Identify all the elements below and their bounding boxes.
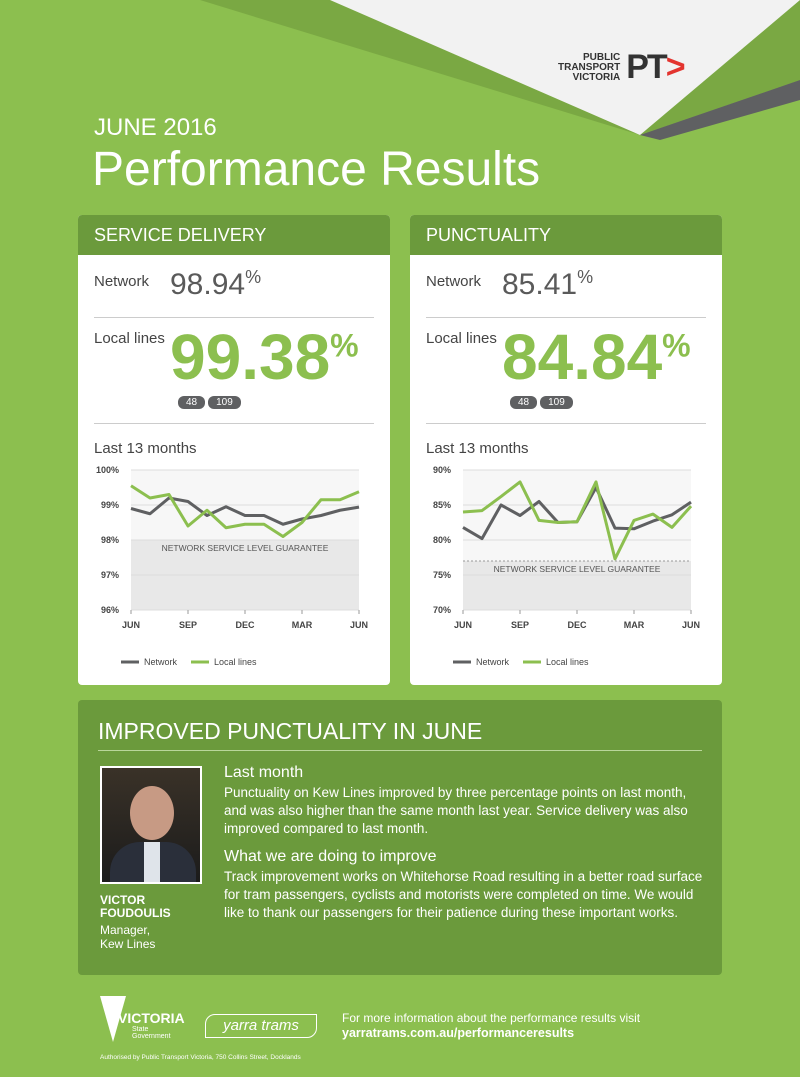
route-badges: 48 109 [178, 392, 244, 410]
service-chart: NETWORK SERVICE LEVEL GUARANTEE 96% 97% 98%… [96, 465, 368, 667]
page-title: Performance Results [92, 143, 541, 196]
punctuality-chart: NETWORK SERVICE LEVEL GUARANTEE 70% 75% 80%… [433, 465, 700, 667]
network-label: Network [94, 273, 150, 290]
chart-label: Last 13 months [426, 440, 529, 457]
guarantee-band [463, 561, 691, 610]
story-heading: IMPROVED PUNCTUALITY IN JUNE [98, 718, 483, 744]
y-tick-label: 90% [433, 465, 451, 475]
guarantee-label: NETWORK SERVICE LEVEL GUARANTEE [162, 543, 329, 553]
y-tick-label: 100% [96, 465, 119, 475]
y-tick-label: 98% [101, 535, 119, 545]
y-tick-label: 85% [433, 500, 451, 510]
x-tick-label: DEC [235, 620, 255, 630]
y-tick-label: 96% [101, 605, 119, 615]
yarra-trams-logo: yarra trams [205, 1014, 317, 1038]
person-role: Manager, Kew Lines [100, 923, 156, 951]
legend-label: Local lines [214, 657, 257, 667]
paragraph-improve: Track improvement works on Whitehorse Ro… [224, 869, 703, 920]
local-value: 84.84% [502, 321, 691, 393]
y-tick-label: 99% [101, 500, 119, 510]
route-badges: 48 109 [510, 392, 576, 410]
legend-label: Network [476, 657, 510, 667]
service-delivery-card: SERVICE DELIVERY Network 98.94% Local li… [78, 215, 390, 685]
x-tick-label: SEP [511, 620, 529, 630]
local-label: Local lines [94, 330, 165, 347]
network-label: Network [426, 273, 482, 290]
ptv-logo: PUBLIC TRANSPORT VICTORIA PT> [558, 48, 686, 86]
legend-label: Network [144, 657, 178, 667]
x-tick-label: DEC [567, 620, 587, 630]
local-label: Local lines [426, 330, 497, 347]
guarantee-label: NETWORK SERVICE LEVEL GUARANTEE [494, 564, 661, 574]
x-tick-label: JUN [682, 620, 700, 630]
y-tick-label: 75% [433, 570, 451, 580]
month: JUNE 2016 [94, 114, 217, 141]
card-heading: PUNCTUALITY [410, 215, 722, 255]
punctuality-card: PUNCTUALITY Network 85.41% Local lines 8… [410, 215, 722, 685]
story-panel: IMPROVED PUNCTUALITY IN JUNE VICTOR FOUDO… [78, 700, 722, 975]
subheading-improve: What we are doing to improve [224, 848, 437, 865]
network-value: 98.94% [170, 267, 262, 301]
x-tick-label: SEP [179, 620, 197, 630]
subheading-last-month: Last month [224, 764, 304, 781]
network-value: 85.41% [502, 267, 594, 301]
y-tick-label: 97% [101, 570, 119, 580]
person-photo [100, 766, 202, 884]
y-tick-label: 80% [433, 535, 451, 545]
x-tick-label: MAR [292, 620, 313, 630]
x-tick-label: JUN [122, 620, 140, 630]
local-value: 99.38% [170, 321, 359, 393]
x-tick-label: MAR [624, 620, 645, 630]
person-name: VICTOR FOUDOULIS [100, 893, 171, 920]
legend-label: Local lines [546, 657, 589, 667]
paragraph-last-month: Punctuality on Kew Lines improved by thr… [224, 785, 688, 836]
chart-label: Last 13 months [94, 440, 197, 457]
header-decoration [200, 0, 800, 140]
footer-info: For more information about the performan… [342, 1011, 641, 1025]
footer-url[interactable]: yarratrams.com.au/performanceresults [342, 1026, 575, 1040]
card-heading: SERVICE DELIVERY [78, 215, 390, 255]
x-tick-label: JUN [454, 620, 472, 630]
authorised-text: Authorised by Public Transport Victoria,… [100, 1054, 301, 1061]
x-tick-label: JUN [350, 620, 368, 630]
y-tick-label: 70% [433, 605, 451, 615]
